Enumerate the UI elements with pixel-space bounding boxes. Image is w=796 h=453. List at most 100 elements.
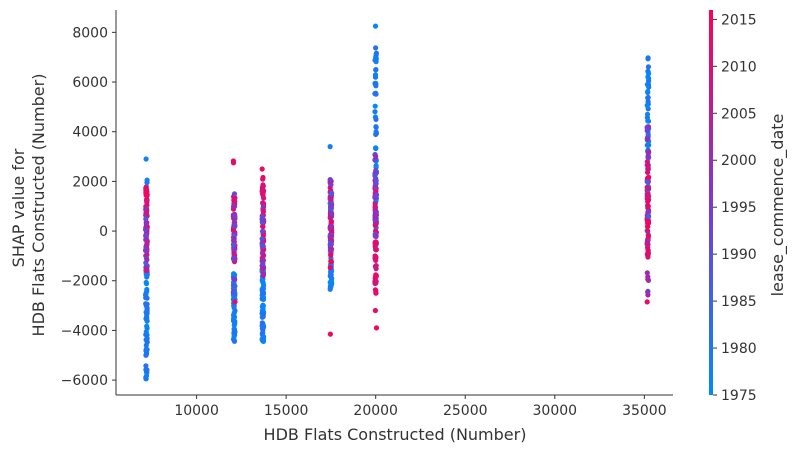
data-point: [373, 163, 379, 169]
data-point: [646, 185, 652, 191]
data-point: [327, 196, 333, 202]
data-point: [144, 206, 150, 212]
data-point: [645, 233, 652, 239]
data-point: [143, 329, 149, 335]
data-point: [232, 321, 238, 327]
data-point: [143, 295, 149, 301]
data-point: [645, 195, 651, 201]
data-point: [259, 243, 265, 249]
data-point: [373, 145, 379, 151]
data-point: [373, 67, 379, 73]
data-point: [644, 136, 651, 142]
x-axis-ticks: 10000 15000 20000 25000 30000 35000: [174, 395, 667, 419]
data-point: [260, 214, 266, 220]
data-point: [144, 242, 150, 248]
data-point: [144, 286, 150, 293]
data-point: [260, 204, 267, 210]
data-point: [143, 352, 149, 358]
data-point: [372, 72, 379, 78]
data-point: [260, 174, 266, 181]
data-point: [372, 173, 378, 179]
data-point: [144, 257, 150, 263]
data-point: [231, 290, 238, 296]
scatter-points: [143, 23, 652, 382]
colorbar-tick-label: 1980: [721, 341, 757, 357]
data-point: [260, 330, 266, 336]
data-point: [373, 272, 379, 279]
data-point: [644, 299, 650, 305]
y-axis-title-line-2: HDB Flats Constructed (Number): [29, 74, 48, 337]
data-point: [372, 23, 379, 29]
y-tick-label: 0: [99, 224, 108, 240]
data-point: [143, 221, 149, 227]
data-point: [373, 192, 379, 198]
y-tick-label: 2000: [72, 174, 108, 190]
data-point: [328, 258, 334, 265]
data-point: [329, 190, 335, 196]
data-point: [329, 279, 335, 285]
data-point: [232, 223, 238, 229]
data-point: [328, 272, 334, 278]
data-point: [373, 211, 379, 217]
colorbar-tick-label: 2010: [721, 59, 757, 75]
data-point: [144, 339, 150, 345]
data-point: [144, 180, 150, 186]
data-point: [645, 289, 651, 295]
colorbar-tick-label: 2000: [721, 153, 757, 169]
data-point: [143, 190, 149, 196]
data-point: [259, 228, 266, 234]
data-point: [232, 213, 238, 220]
data-point: [645, 228, 651, 234]
data-point: [327, 331, 333, 337]
data-point: [260, 224, 266, 230]
data-point: [644, 179, 650, 185]
data-point: [373, 153, 379, 160]
colorbar-tick-label: 1985: [721, 294, 757, 310]
data-point: [373, 45, 379, 51]
data-point: [328, 232, 335, 238]
data-point: [645, 205, 651, 211]
data-point: [644, 127, 650, 134]
data-point: [644, 102, 650, 108]
data-point: [646, 149, 652, 155]
data-point: [373, 124, 379, 130]
data-point: [373, 266, 379, 272]
data-point: [645, 191, 651, 197]
y-axis-title-line-1: SHAP value for: [9, 148, 28, 267]
colorbar: [709, 10, 713, 395]
data-point: [259, 304, 265, 310]
y-tick-label: 4000: [72, 125, 108, 141]
data-point: [373, 55, 379, 61]
data-point: [373, 82, 379, 88]
data-point: [328, 284, 334, 290]
data-point: [645, 118, 651, 124]
data-point: [372, 109, 378, 115]
data-point: [261, 252, 267, 258]
data-point: [231, 334, 237, 340]
data-point: [373, 185, 379, 191]
colorbar-label: lease_commence_date: [768, 114, 788, 297]
data-point: [260, 271, 266, 277]
data-point: [143, 314, 150, 320]
data-point: [372, 204, 378, 210]
colorbar-tick-label: 1995: [721, 200, 757, 216]
data-point: [260, 266, 266, 272]
data-point: [373, 178, 379, 184]
data-point: [232, 329, 238, 335]
data-point: [328, 203, 334, 209]
y-tick-label: −4000: [61, 323, 108, 339]
data-point: [231, 203, 237, 209]
data-point: [645, 166, 651, 172]
colorbar-tick-label: 1990: [721, 247, 757, 263]
data-point: [259, 186, 265, 192]
data-point: [230, 283, 237, 289]
data-point: [328, 210, 334, 217]
data-point: [372, 307, 378, 314]
data-point: [645, 154, 651, 160]
data-point: [143, 373, 150, 379]
data-point: [230, 160, 237, 166]
data-point: [645, 64, 652, 70]
data-point: [646, 220, 652, 226]
data-point: [144, 252, 150, 258]
